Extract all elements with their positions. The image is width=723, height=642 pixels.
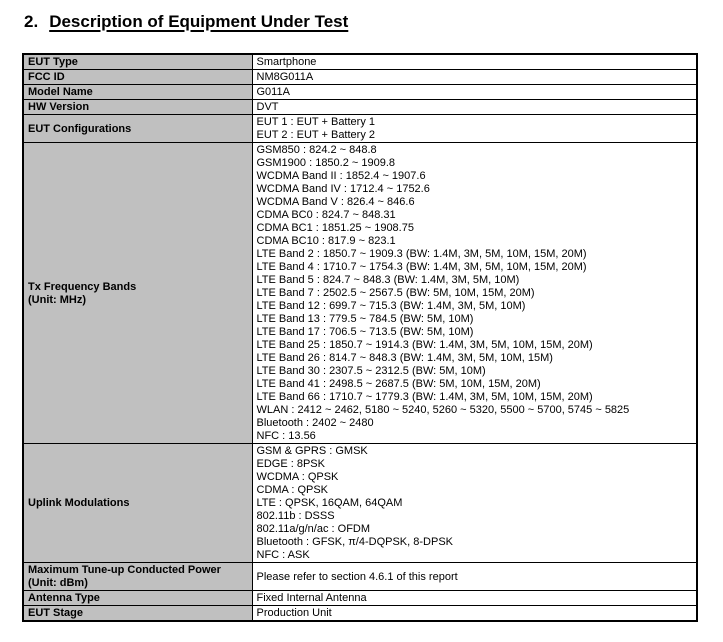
row-label: Maximum Tune-up Conducted Power (Unit: dB… bbox=[22, 562, 253, 591]
value-line: CDMA BC10 : 817.9 ~ 823.1 bbox=[256, 235, 396, 247]
value-line: DVT bbox=[256, 101, 279, 113]
row-value: DVT bbox=[251, 99, 698, 115]
value-line: Production Unit bbox=[256, 607, 332, 619]
row-label: FCC ID bbox=[22, 69, 253, 85]
value-line: Bluetooth : 2402 ~ 2480 bbox=[256, 417, 374, 429]
value-line: LTE Band 2 : 1850.7 ~ 1909.3 (BW: 1.4M, … bbox=[256, 248, 587, 260]
table-row: Maximum Tune-up Conducted Power (Unit: dB… bbox=[22, 562, 698, 591]
value-line: NM8G011A bbox=[256, 71, 314, 83]
table-row: EUT Configurations EUT 1 : EUT + Battery … bbox=[22, 114, 698, 143]
label-line: Antenna Type bbox=[28, 592, 100, 604]
value-line: LTE : QPSK, 16QAM, 64QAM bbox=[256, 497, 403, 509]
value-line: LTE Band 25 : 1850.7 ~ 1914.3 (BW: 1.4M,… bbox=[256, 339, 593, 351]
value-line: LTE Band 13 : 779.5 ~ 784.5 (BW: 5M, 10M… bbox=[256, 313, 474, 325]
value-line: EUT 2 : EUT + Battery 2 bbox=[256, 129, 376, 141]
value-line: Bluetooth : GFSK, π/4-DQPSK, 8-DPSK bbox=[256, 536, 454, 548]
label-line: EUT Stage bbox=[28, 607, 84, 619]
value-line: NFC : 13.56 bbox=[256, 430, 316, 442]
row-value: GSM & GPRS : GMSK EDGE : 8PSK WCDMA : QPSK… bbox=[251, 443, 698, 563]
value-line: WCDMA Band V : 826.4 ~ 846.6 bbox=[256, 196, 415, 208]
value-line: LTE Band 26 : 814.7 ~ 848.3 (BW: 1.4M, 3… bbox=[256, 352, 553, 364]
label-line: Maximum Tune-up Conducted Power bbox=[28, 564, 221, 576]
row-label: Uplink Modulations bbox=[22, 443, 253, 563]
row-label: Model Name bbox=[22, 84, 253, 100]
table-row: Tx Frequency Bands (Unit: MHz) GSM850 : 82… bbox=[22, 142, 698, 444]
label-line: Tx Frequency Bands bbox=[28, 280, 137, 293]
label-line: (Unit: dBm) bbox=[28, 577, 88, 589]
row-label: Tx Frequency Bands (Unit: MHz) bbox=[22, 142, 253, 444]
row-value: GSM850 : 824.2 ~ 848.8 GSM1900 : 1850.2 ~… bbox=[251, 142, 698, 444]
value-line: EDGE : 8PSK bbox=[256, 458, 325, 470]
value-line: LTE Band 12 : 699.7 ~ 715.3 (BW: 1.4M, 3… bbox=[256, 300, 526, 312]
value-line: WCDMA Band II : 1852.4 ~ 1907.6 bbox=[256, 170, 426, 182]
row-value: Smartphone bbox=[251, 53, 698, 70]
table-row: Antenna Type Fixed Internal Antenna bbox=[22, 590, 698, 606]
value-line: GSM1900 : 1850.2 ~ 1909.8 bbox=[256, 157, 396, 169]
label-line: FCC ID bbox=[28, 71, 65, 83]
value-line: EUT 1 : EUT + Battery 1 bbox=[256, 116, 376, 128]
value-line: CDMA BC1 : 1851.25 ~ 1908.75 bbox=[256, 222, 414, 234]
table-row: EUT Stage Production Unit bbox=[22, 605, 698, 622]
value-line: LTE Band 5 : 824.7 ~ 848.3 (BW: 1.4M, 3M… bbox=[256, 274, 520, 286]
table-row: Model Name G011A bbox=[22, 84, 698, 100]
value-line: GSM & GPRS : GMSK bbox=[256, 445, 368, 457]
value-line: LTE Band 4 : 1710.7 ~ 1754.3 (BW: 1.4M, … bbox=[256, 261, 587, 273]
value-line: CDMA BC0 : 824.7 ~ 848.31 bbox=[256, 209, 396, 221]
value-line: LTE Band 41 : 2498.5 ~ 2687.5 (BW: 5M, 1… bbox=[256, 378, 541, 390]
value-line: WCDMA Band IV : 1712.4 ~ 1752.6 bbox=[256, 183, 430, 195]
row-value: Fixed Internal Antenna bbox=[251, 590, 698, 606]
value-line: Smartphone bbox=[256, 56, 317, 68]
row-label: HW Version bbox=[22, 99, 253, 115]
row-value: EUT 1 : EUT + Battery 1 EUT 2 : EUT + Bat… bbox=[251, 114, 698, 143]
row-label: EUT Stage bbox=[22, 605, 253, 622]
row-label: EUT Type bbox=[22, 53, 253, 70]
eut-table-body: EUT Type Smartphone FCC ID NM8G011A Model Na… bbox=[22, 53, 698, 622]
value-line: Please refer to section 4.6.1 of this re… bbox=[256, 570, 458, 583]
label-line: EUT Configurations bbox=[28, 122, 132, 135]
eut-description-table: EUT Type Smartphone FCC ID NM8G011A Model Na… bbox=[22, 53, 698, 622]
row-value: Production Unit bbox=[251, 605, 698, 622]
value-line: LTE Band 7 : 2502.5 ~ 2567.5 (BW: 5M, 10… bbox=[256, 287, 535, 299]
label-line: HW Version bbox=[28, 101, 90, 113]
table-row: Uplink Modulations GSM & GPRS : GMSK EDGE … bbox=[22, 443, 698, 563]
value-line: G011A bbox=[256, 86, 290, 98]
value-line: LTE Band 30 : 2307.5 ~ 2312.5 (BW: 5M, 1… bbox=[256, 365, 486, 377]
table-row: FCC ID NM8G011A bbox=[22, 69, 698, 85]
row-value: NM8G011A bbox=[251, 69, 698, 85]
table-row: HW Version DVT bbox=[22, 99, 698, 115]
label-line: (Unit: MHz) bbox=[28, 293, 87, 306]
row-value: Please refer to section 4.6.1 of this re… bbox=[251, 562, 698, 591]
row-label: Antenna Type bbox=[22, 590, 253, 606]
value-line: GSM850 : 824.2 ~ 848.8 bbox=[256, 144, 377, 156]
row-label: EUT Configurations bbox=[22, 114, 253, 143]
row-value: G011A bbox=[251, 84, 698, 100]
value-line: LTE Band 66 : 1710.7 ~ 1779.3 (BW: 1.4M,… bbox=[256, 391, 593, 403]
value-line: Fixed Internal Antenna bbox=[256, 592, 367, 604]
value-line: WLAN : 2412 ~ 2462, 5180 ~ 5240, 5260 ~ … bbox=[256, 404, 630, 416]
section-number: 2. bbox=[24, 12, 39, 31]
table-row: EUT Type Smartphone bbox=[22, 53, 698, 70]
label-line: EUT Type bbox=[28, 56, 78, 68]
value-line: 802.11a/g/n/ac : OFDM bbox=[256, 523, 371, 535]
value-line: 802.11b : DSSS bbox=[256, 510, 335, 522]
section-heading: 2. Description of Equipment Under Test bbox=[24, 12, 723, 32]
value-line: CDMA : QPSK bbox=[256, 484, 329, 496]
section-title: Description of Equipment Under Test bbox=[49, 12, 349, 31]
value-line: NFC : ASK bbox=[256, 549, 310, 561]
label-line: Model Name bbox=[28, 86, 93, 98]
value-line: WCDMA : QPSK bbox=[256, 471, 339, 483]
label-line: Uplink Modulations bbox=[28, 497, 130, 509]
value-line: LTE Band 17 : 706.5 ~ 713.5 (BW: 5M, 10M… bbox=[256, 326, 474, 338]
